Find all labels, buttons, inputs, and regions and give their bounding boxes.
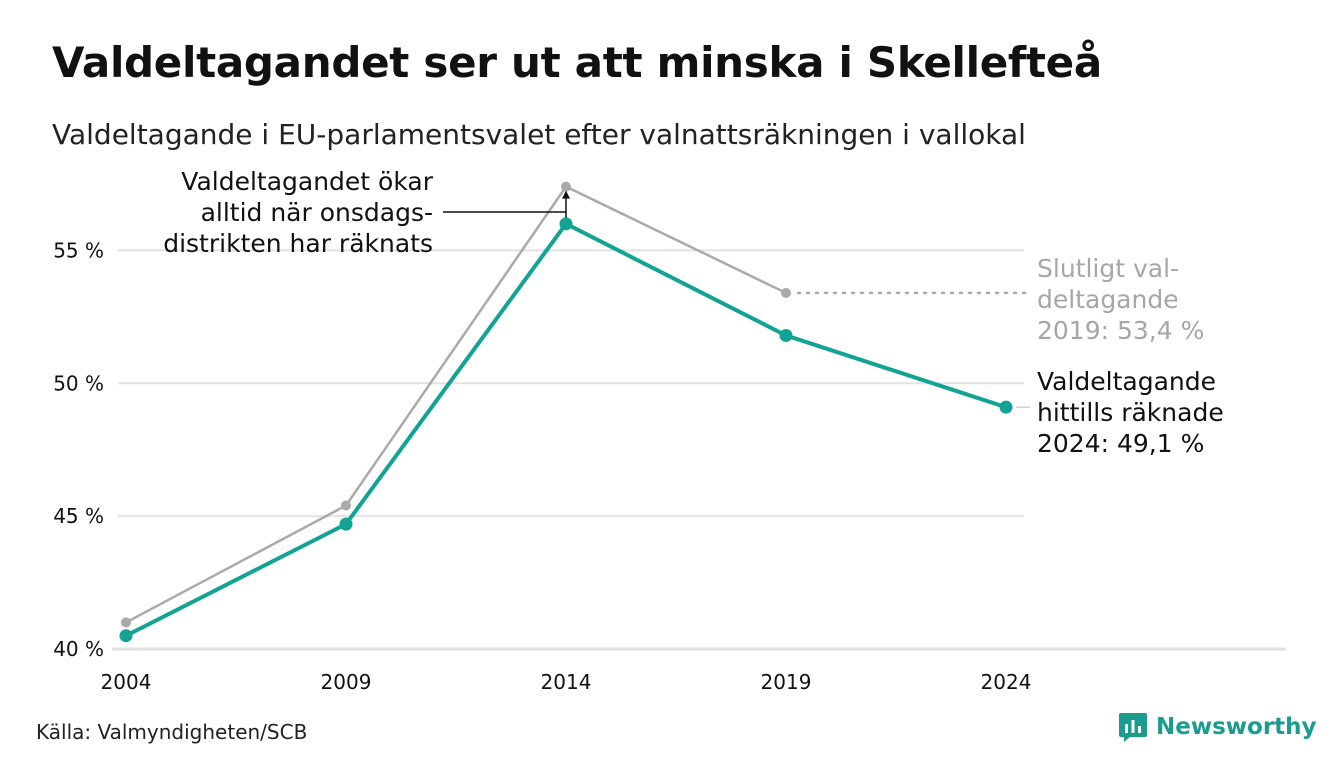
- data-point-final: [561, 181, 571, 192]
- data-point-final: [341, 500, 351, 511]
- data-point-counted: [119, 629, 133, 643]
- series-line-final: [125, 185, 787, 624]
- data-point-final: [781, 287, 791, 298]
- source-note: Källa: Valmyndigheten/SCB: [36, 720, 308, 744]
- y-axis-ticks: 40 % 45 % 50 % 55 %: [53, 238, 104, 661]
- annotation-final-2019-line: 2019: 53,4 %: [1037, 316, 1204, 345]
- y-tick-label: 40 %: [53, 637, 104, 661]
- data-point-final: [121, 617, 131, 628]
- chart-subtitle: Valdeltagande i EU-parlamentsvalet efter…: [52, 118, 1026, 151]
- x-tick-label: 2024: [981, 670, 1032, 694]
- y-tick-label: 50 %: [53, 371, 104, 395]
- brand-logo: Newsworthy: [1118, 712, 1317, 742]
- annotation-counted-2024-line: hittills räknade: [1037, 398, 1224, 427]
- data-point-counted: [559, 217, 573, 231]
- x-axis-ticks: 2004 2009 2014 2019 2024: [101, 670, 1032, 694]
- annotation-onsdag: Valdeltagandet ökar alltid när onsdags-di…: [163, 167, 433, 258]
- data-point-counted: [339, 517, 353, 531]
- newsworthy-logo-icon: [1119, 713, 1147, 742]
- annotation-final-2019-line: Slutligt val-: [1037, 254, 1179, 283]
- data-point-counted: [779, 328, 793, 342]
- annotation-onsdag-line: alltid när onsdags-: [201, 198, 433, 227]
- annotation-counted-2024: Valdeltagande hittills räknade 2024: 49,1 …: [1037, 367, 1224, 458]
- series-lines: [119, 181, 1013, 643]
- series-line-counted: [125, 221, 1007, 638]
- data-point-counted: [999, 400, 1013, 414]
- brand-name: Newsworthy: [1156, 714, 1317, 740]
- annotation-final-2019: Slutligt val-deltagande 2019: 53,4 %: [1037, 254, 1204, 345]
- annotations: Valdeltagandet ökar alltid när onsdags-di…: [163, 167, 1223, 458]
- y-tick-label: 55 %: [53, 238, 104, 262]
- annotation-counted-2024-line: Valdeltagande: [1037, 367, 1216, 396]
- x-tick-label: 2019: [761, 670, 812, 694]
- chart-title: Valdeltagandet ser ut att minska i Skell…: [52, 38, 1102, 87]
- gridlines: [112, 249, 1286, 651]
- annotation-counted-2024-line: 2024: 49,1 %: [1037, 429, 1204, 458]
- annotation-onsdag-arrowhead: [562, 190, 570, 199]
- x-tick-label: 2009: [321, 670, 372, 694]
- x-tick-label: 2004: [101, 670, 152, 694]
- annotation-onsdag-line: distrikten har räknats: [163, 229, 433, 258]
- annotation-onsdag-line: Valdeltagandet ökar: [181, 167, 433, 196]
- annotation-final-2019-line: deltagande: [1037, 285, 1179, 314]
- y-tick-label: 45 %: [53, 504, 104, 528]
- x-tick-label: 2014: [541, 670, 592, 694]
